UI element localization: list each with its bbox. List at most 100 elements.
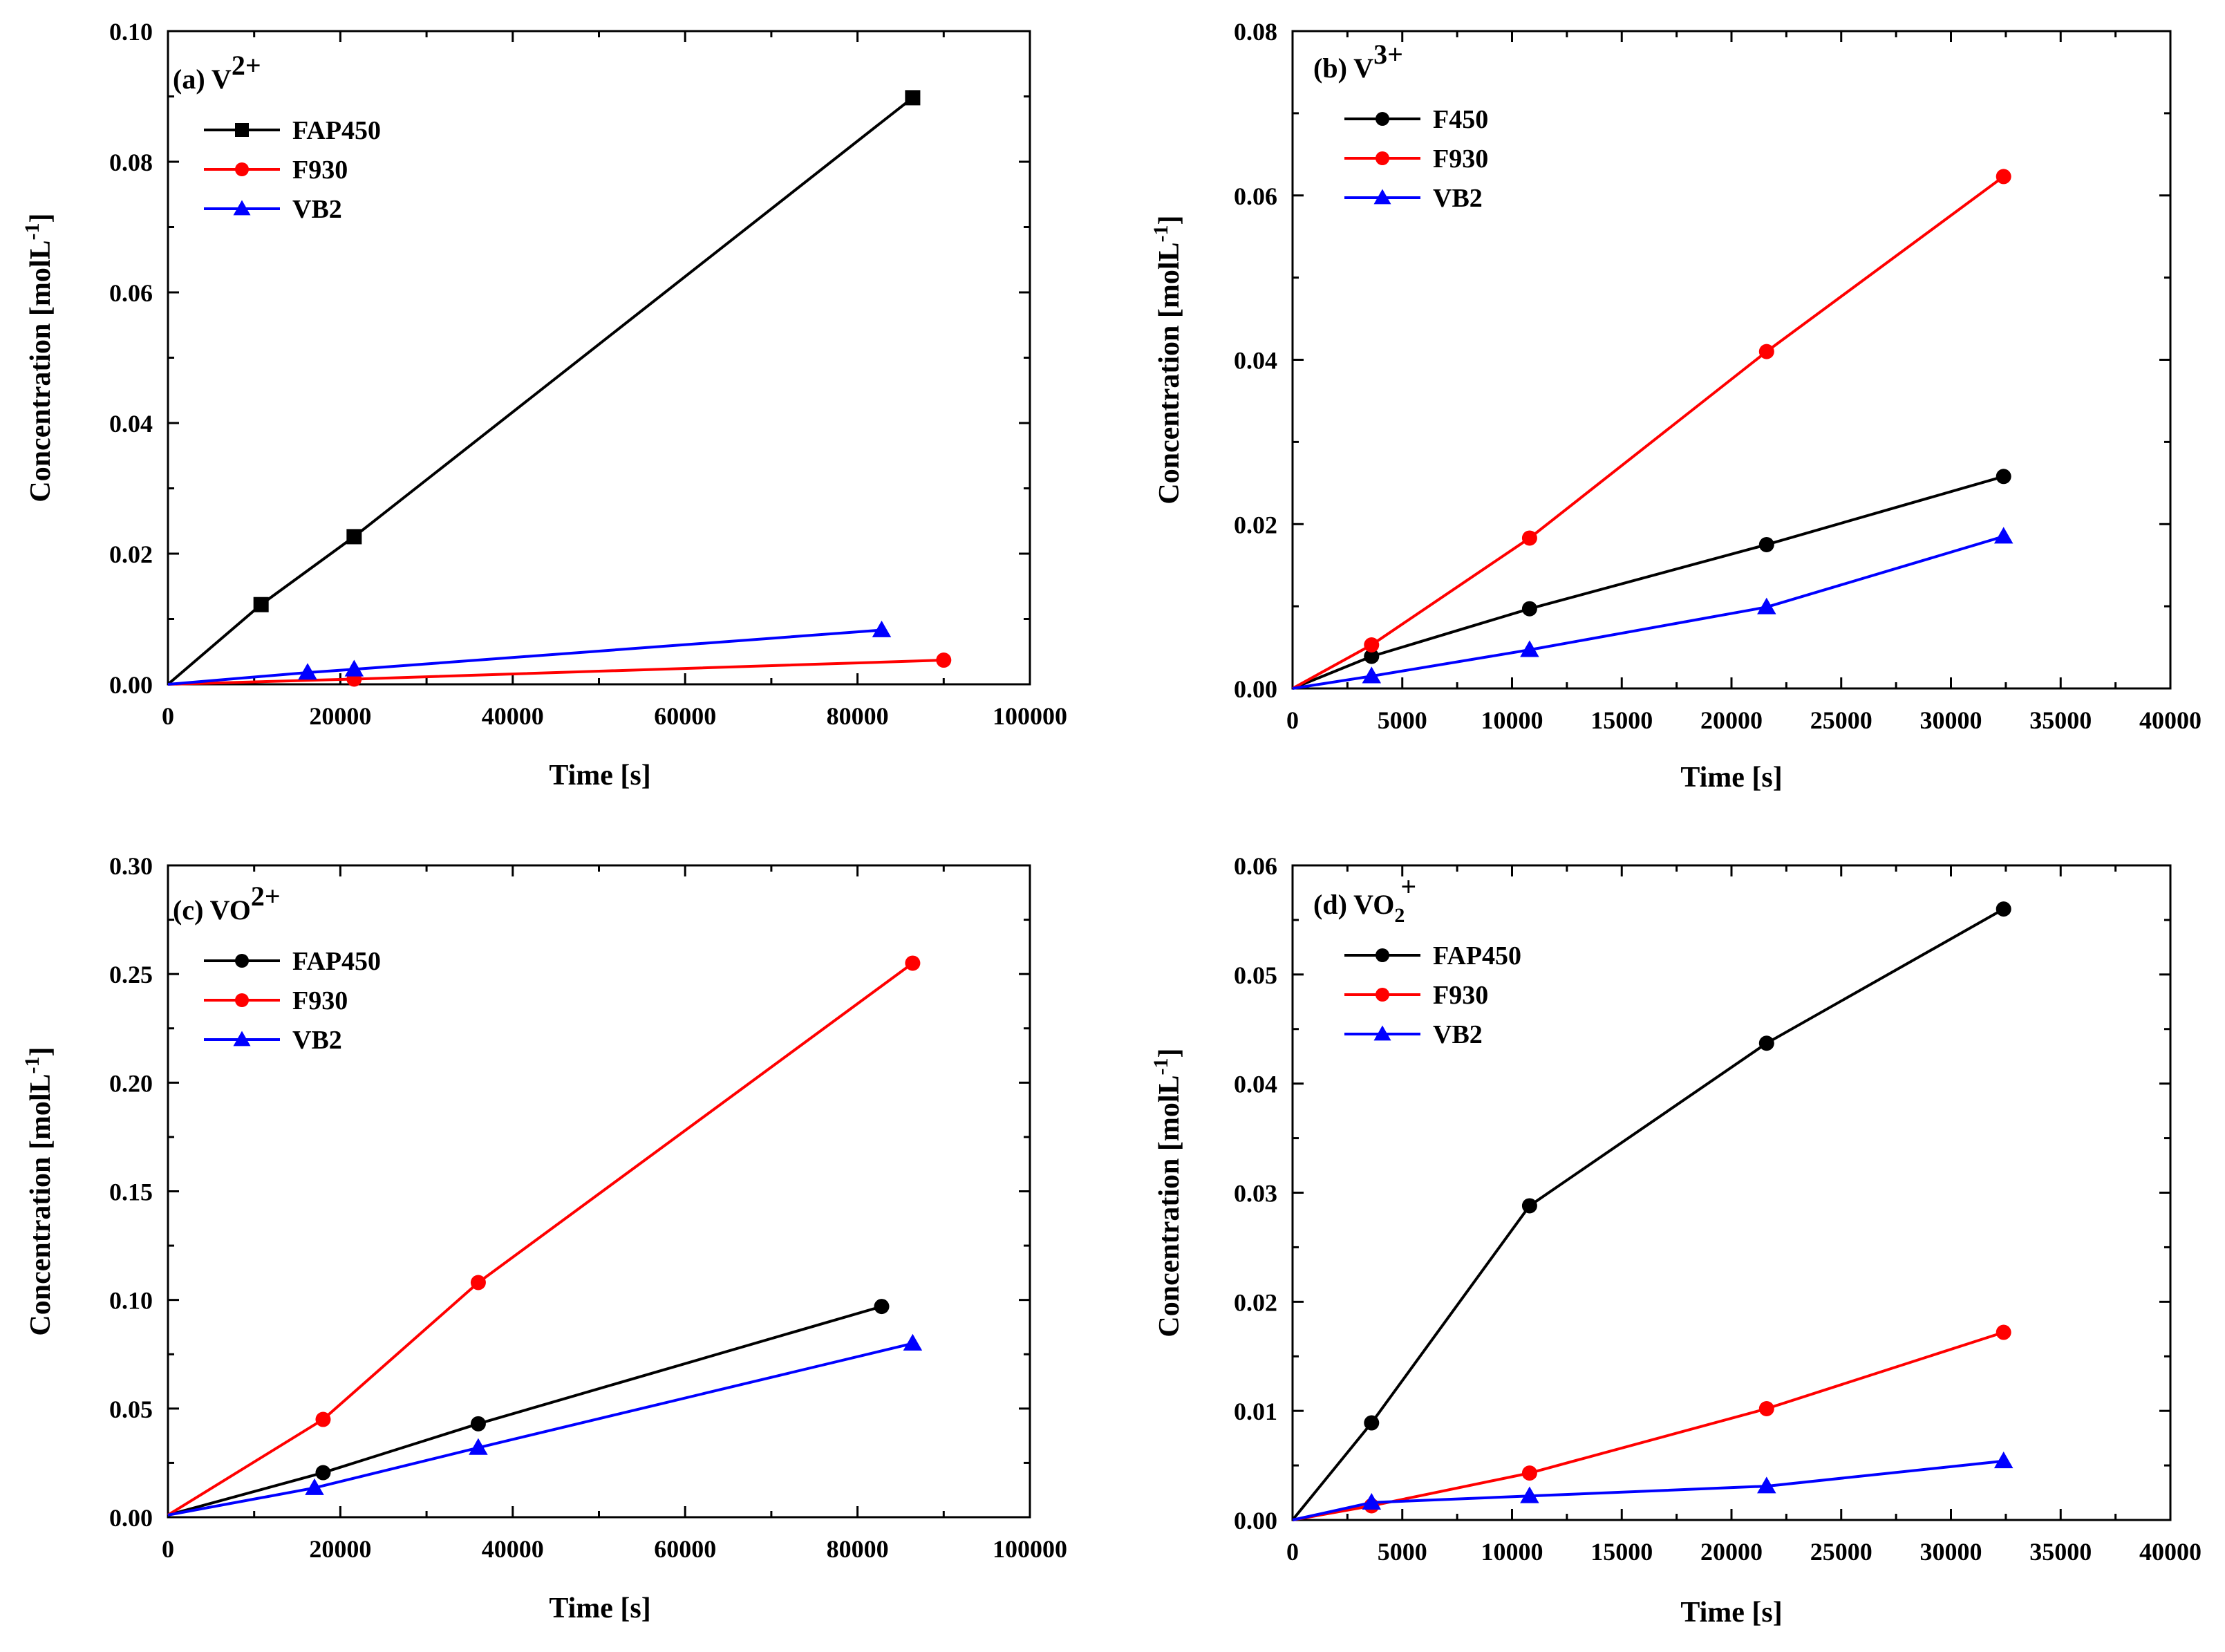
data-point (1758, 344, 1774, 359)
legend-marker (233, 200, 251, 216)
legend: FAP450 F930 VB2 (1344, 941, 1521, 1049)
legend-label: F930 (292, 156, 348, 185)
legend-marker (235, 162, 249, 176)
data-point (305, 1478, 324, 1495)
data-point (344, 659, 364, 677)
legend-marker (1373, 1025, 1391, 1041)
legend-label: VB2 (292, 1026, 342, 1055)
legend-marker (1373, 189, 1391, 205)
x-tick-label: 5000 (1378, 706, 1427, 734)
data-point (1521, 601, 1537, 617)
data-point (1521, 1465, 1537, 1481)
data-point (315, 1411, 331, 1427)
series-line (167, 1305, 883, 1517)
data-point (298, 663, 317, 680)
legend-label: FAP450 (1433, 941, 1521, 970)
data-point (1362, 1492, 1382, 1510)
legend: F450 F930 VB2 (1344, 105, 1488, 213)
series-line (167, 1342, 913, 1517)
x-tick-label: 5000 (1378, 1538, 1427, 1566)
y-tick-label: 0.30 (109, 852, 153, 880)
x-tick-label: 30000 (1920, 1538, 1982, 1566)
panel-title: (b) V3+ (1313, 39, 1403, 84)
series-vb2 (1292, 527, 2013, 690)
y-tick-label: 0.20 (109, 1069, 153, 1097)
x-tick-label: 60000 (654, 702, 716, 730)
x-tick-label: 100000 (993, 702, 1067, 730)
x-tick-label: 40000 (2139, 706, 2201, 734)
legend-label: FAP450 (292, 947, 381, 976)
legend-marker (235, 993, 249, 1007)
series-line (1292, 475, 2005, 690)
series-f930 (1292, 169, 2011, 690)
y-tick-label: 0.05 (1234, 961, 1277, 989)
data-point (1996, 901, 2011, 917)
x-tick-label: 40000 (482, 1535, 544, 1563)
y-axis-label: Concentration [molL-1] (21, 213, 57, 502)
x-tick-label: 20000 (309, 702, 371, 730)
data-point (1993, 1452, 2013, 1469)
x-tick-label: 100000 (993, 1535, 1067, 1563)
series-line (167, 961, 914, 1517)
x-tick-label: 20000 (309, 1535, 371, 1563)
series-fap450 (1291, 901, 2011, 1521)
data-point (1996, 469, 2011, 485)
y-tick-label: 0.15 (109, 1179, 153, 1206)
y-tick-label: 0.00 (109, 671, 153, 699)
x-tick-label: 0 (162, 1535, 174, 1563)
data-point (905, 90, 921, 106)
legend-label: F930 (1433, 144, 1488, 173)
y-tick-label: 0.04 (1234, 1071, 1277, 1098)
data-point (1364, 637, 1380, 653)
panel-title: (c) VO2+ (173, 881, 281, 926)
data-point (872, 620, 892, 637)
x-tick-label: 0 (1286, 706, 1299, 734)
data-point (874, 1299, 890, 1315)
series-line (167, 628, 882, 686)
data-point (1757, 597, 1776, 614)
data-point (1758, 536, 1774, 552)
y-tick-label: 0.05 (109, 1396, 153, 1423)
x-tick-label: 40000 (482, 702, 544, 730)
data-point (1362, 666, 1382, 684)
x-axis-label: Time [s] (549, 1593, 650, 1624)
y-tick-label: 0.03 (1234, 1180, 1277, 1208)
y-tick-label: 0.00 (109, 1504, 153, 1532)
x-tick-label: 15000 (1590, 1538, 1653, 1566)
series-line (1292, 175, 2005, 690)
y-tick-label: 0.10 (109, 18, 153, 46)
legend-label: VB2 (1433, 184, 1483, 213)
legend-label: F930 (292, 986, 348, 1015)
data-point (1993, 527, 2013, 544)
y-tick-label: 0.00 (1234, 675, 1277, 703)
chart-panel-3: 0 20000 40000 60000 80000 100000 0.00 0.05 0.10 0… (21, 852, 1067, 1624)
series-line (167, 96, 914, 686)
data-point (1758, 1035, 1774, 1051)
data-point (905, 955, 921, 971)
legend-label: F930 (1433, 981, 1488, 1010)
legend: FAP450 F930 VB2 (204, 947, 381, 1055)
x-tick-label: 35000 (2029, 1538, 2092, 1566)
data-point (1520, 1486, 1539, 1503)
series-vb2 (167, 1333, 923, 1517)
legend-marker (1376, 112, 1389, 126)
data-point (315, 1465, 331, 1481)
legend-marker (1376, 948, 1389, 962)
x-tick-label: 80000 (827, 702, 889, 730)
x-tick-label: 40000 (2139, 1538, 2201, 1566)
chart-panel-2: 0 5000 10000 15000 20000 25000 30000 35000 40000… (1149, 18, 2201, 794)
panel-title: (a) V2+ (173, 50, 261, 95)
x-tick-label: 35000 (2029, 706, 2092, 734)
y-tick-label: 0.02 (109, 541, 153, 568)
series-line (1292, 535, 2005, 690)
legend-marker (235, 954, 249, 968)
data-point (469, 1438, 488, 1455)
data-point (470, 1275, 486, 1290)
x-tick-label: 10000 (1481, 706, 1543, 734)
series-f930 (167, 955, 921, 1517)
x-tick-label: 15000 (1590, 706, 1653, 734)
data-point (1520, 640, 1539, 657)
x-axis-label: Time [s] (1680, 1597, 1782, 1628)
y-tick-label: 0.06 (1234, 852, 1277, 880)
